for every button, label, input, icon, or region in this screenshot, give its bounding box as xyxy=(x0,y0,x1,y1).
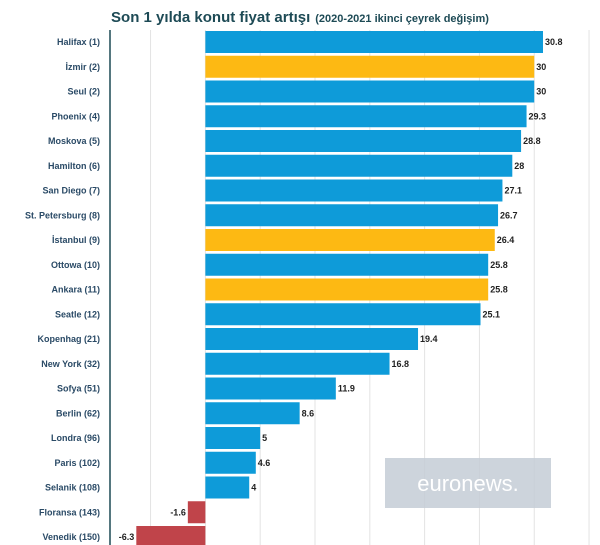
bar xyxy=(205,105,527,128)
category-label: Seatle (12) xyxy=(55,309,100,319)
value-label: 4.6 xyxy=(258,458,271,468)
category-label: New York (32) xyxy=(41,359,100,369)
bar xyxy=(205,229,495,251)
value-label: 25.8 xyxy=(490,285,508,295)
category-label: Ottowa (10) xyxy=(51,260,100,270)
value-label: 28.8 xyxy=(523,136,541,146)
value-label: 28 xyxy=(514,161,524,171)
value-label: 29.3 xyxy=(529,111,547,121)
category-label: St. Petersburg (8) xyxy=(25,210,100,220)
value-label: 8.6 xyxy=(302,408,315,418)
category-label: İzmir (2) xyxy=(65,62,100,72)
value-label: 19.4 xyxy=(420,334,438,344)
value-label: 25.1 xyxy=(483,309,501,319)
category-label: Ankara (11) xyxy=(51,285,100,295)
value-label: 11.9 xyxy=(338,384,355,394)
watermark-text: euronews. xyxy=(417,471,519,496)
bar xyxy=(205,31,543,53)
category-label: Moskova (5) xyxy=(48,136,100,146)
value-label: 16.8 xyxy=(392,359,410,369)
category-label: İstanbul (9) xyxy=(52,235,100,245)
bar xyxy=(187,501,206,524)
bar xyxy=(205,179,503,202)
bar xyxy=(205,476,250,499)
value-label: -1.6 xyxy=(170,507,186,517)
bar xyxy=(205,402,300,425)
value-label: 30.8 xyxy=(545,37,563,47)
bar xyxy=(205,451,256,474)
bar xyxy=(205,377,336,400)
euronews-watermark: euronews. xyxy=(385,458,551,508)
bar xyxy=(205,204,499,227)
bar xyxy=(205,427,261,449)
bar xyxy=(205,328,419,350)
value-label: 27.1 xyxy=(504,186,522,196)
value-label: -6.3 xyxy=(119,532,135,542)
bar xyxy=(205,253,489,276)
category-label: San Diego (7) xyxy=(42,186,100,196)
category-label: Halifax (1) xyxy=(57,37,100,47)
category-label: Hamilton (6) xyxy=(48,161,100,171)
title-sub: (2020-2021 ikinci çeyrek değişim) xyxy=(315,13,489,25)
category-label: Selanik (108) xyxy=(45,483,100,493)
bar xyxy=(136,526,206,545)
category-label: Floransa (143) xyxy=(39,507,100,517)
value-label: 25.8 xyxy=(490,260,508,270)
bar xyxy=(205,130,522,152)
bars: Halifax (1) 30.8 İzmir (2) 30 Seul (2) 30 Phoe… xyxy=(25,31,563,545)
category-label: Phoenix (4) xyxy=(51,111,100,121)
category-label: Berlin (62) xyxy=(56,408,100,418)
bar xyxy=(205,278,489,301)
bar xyxy=(205,303,481,326)
bar xyxy=(205,80,535,103)
value-label: 26.4 xyxy=(497,235,515,245)
bar xyxy=(205,352,390,375)
value-label: 5 xyxy=(262,433,267,443)
category-label: Venedik (150) xyxy=(42,532,100,542)
category-label: Sofya (51) xyxy=(57,384,100,394)
title-main: Son 1 yılda konut fiyat artışı xyxy=(111,9,310,26)
value-label: 4 xyxy=(251,483,256,493)
category-label: Londra (96) xyxy=(51,433,100,443)
category-label: Kopenhag (21) xyxy=(37,334,100,344)
chart-title: Son 1 yılda konut fiyat artışı (2020-2021… xyxy=(111,9,489,26)
value-label: 26.7 xyxy=(500,210,518,220)
value-label: 30 xyxy=(536,87,546,97)
category-label: Paris (102) xyxy=(54,458,100,468)
value-label: 30 xyxy=(536,62,546,72)
bar xyxy=(205,55,535,78)
category-label: Seul (2) xyxy=(67,87,100,97)
bar xyxy=(205,154,513,177)
